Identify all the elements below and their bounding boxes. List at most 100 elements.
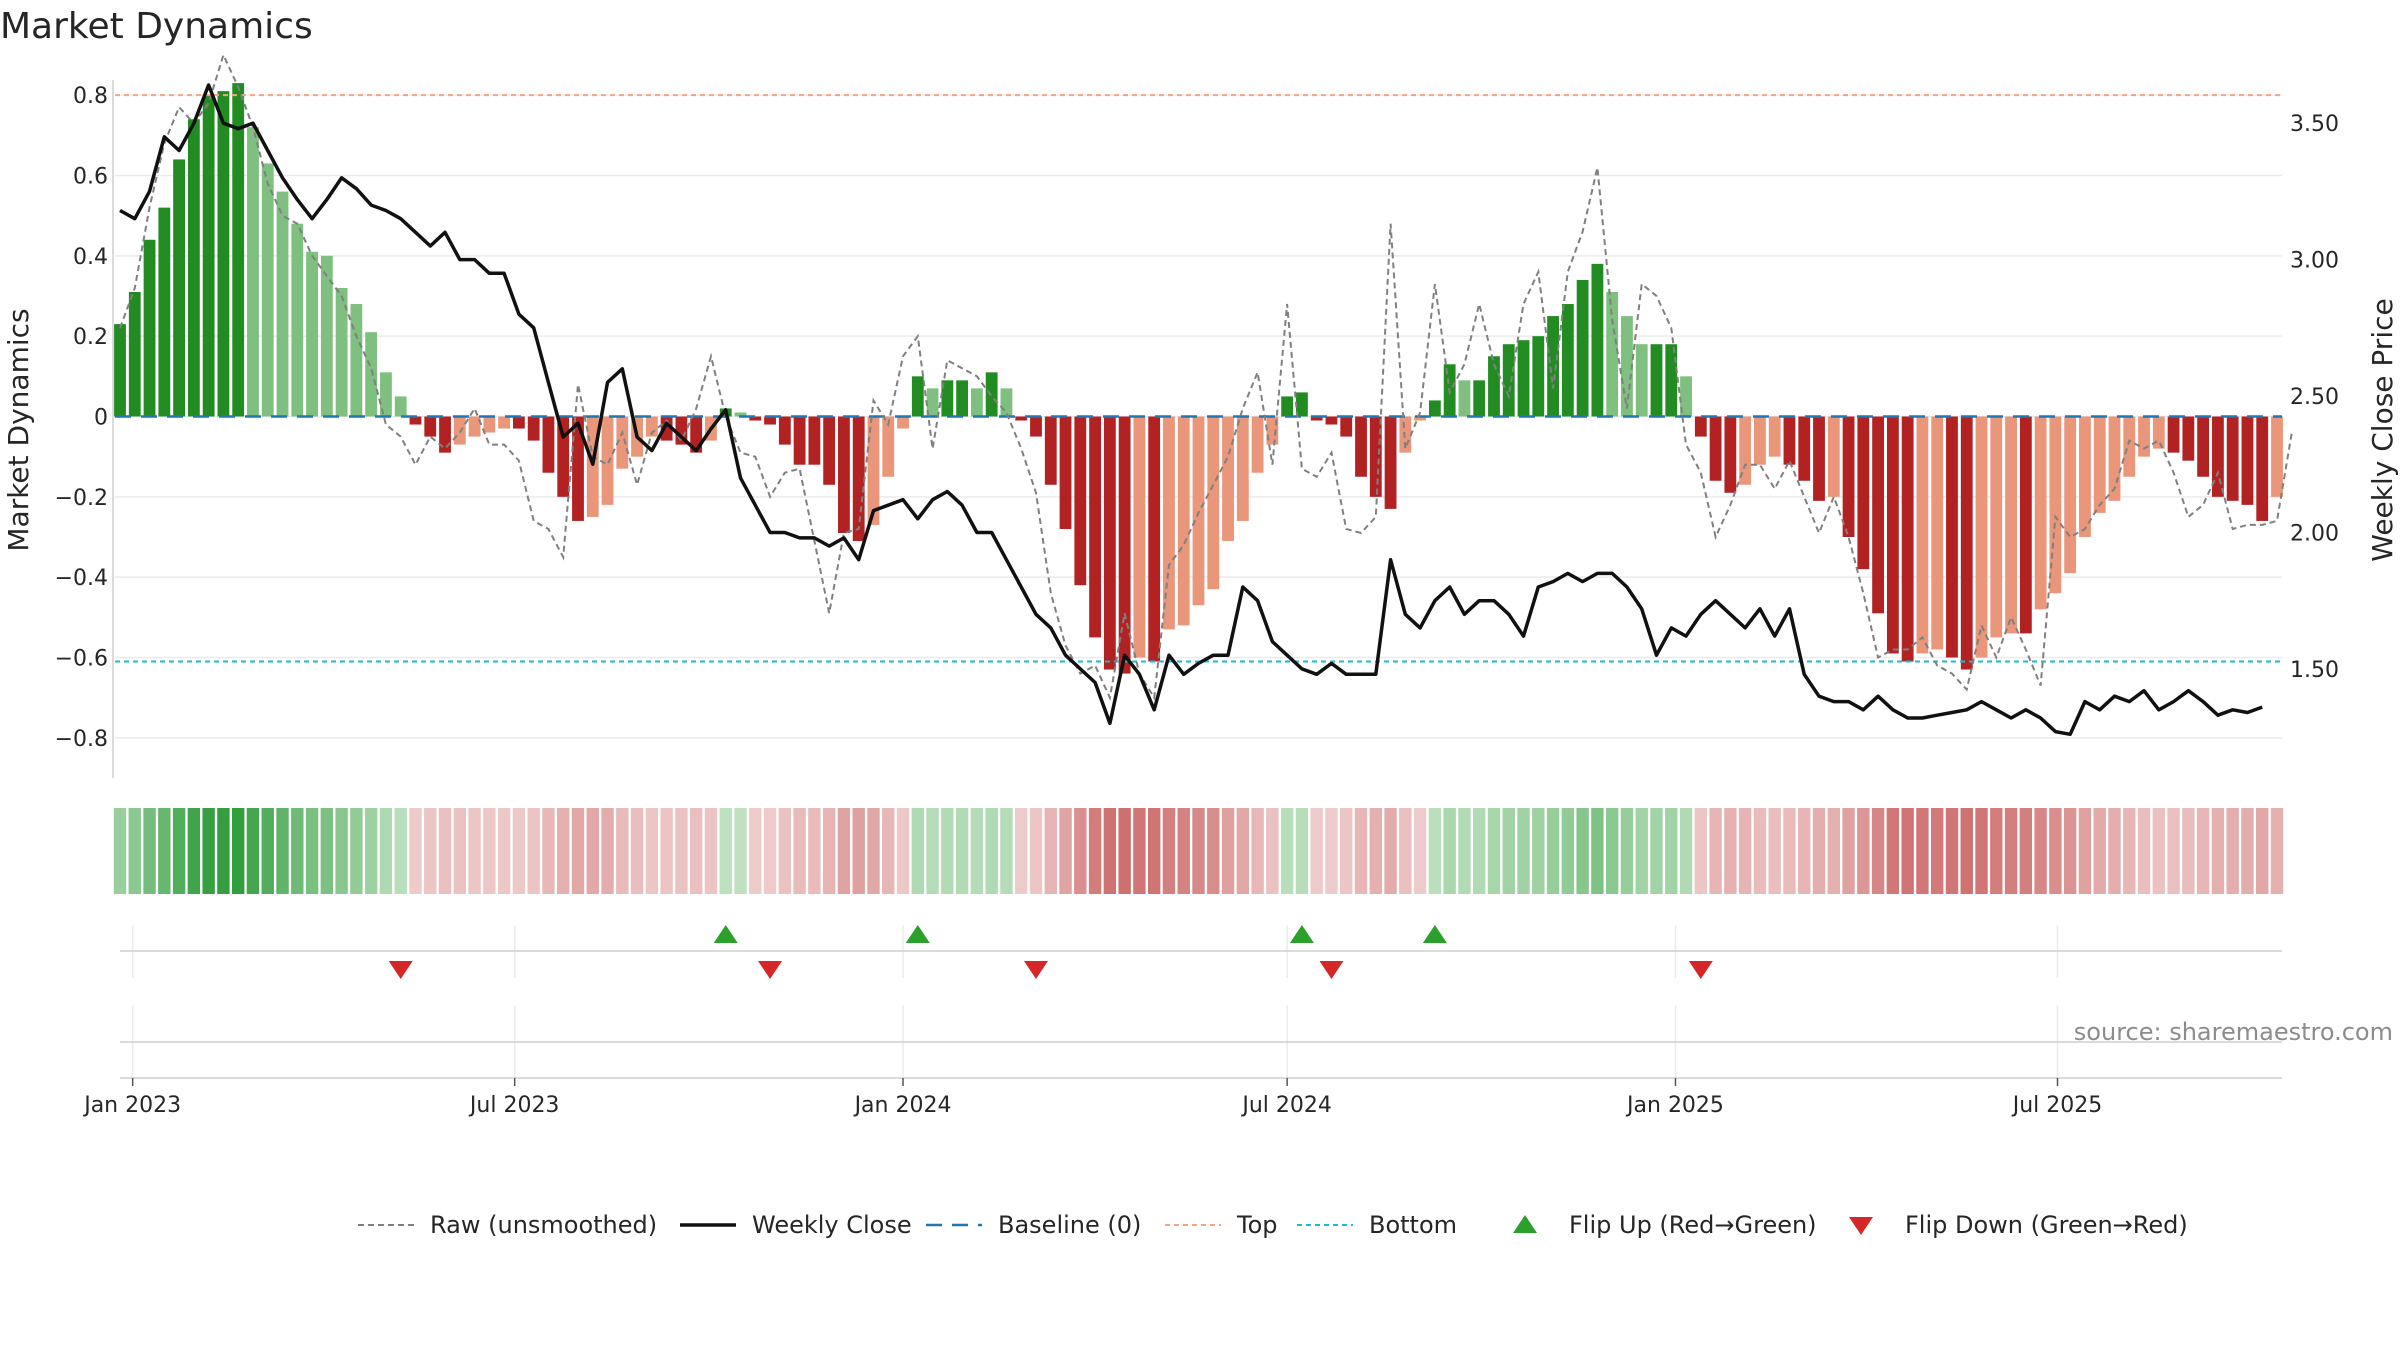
regime-cell (1901, 808, 1914, 894)
dynamics-bar (1340, 416, 1353, 437)
dynamics-bar (1680, 376, 1692, 417)
dynamics-bar (276, 191, 289, 417)
regime-cell (2093, 808, 2106, 894)
y2-axis-ticks: 3.50 3.00 2.50 2.00 1.50 (2290, 112, 2339, 683)
dynamics-bar (1207, 416, 1220, 590)
dynamics-bar (1369, 416, 1382, 497)
y-tick-label: 0.6 (73, 165, 108, 190)
y-tick-label: −0.2 (55, 486, 108, 511)
regime-cell (187, 808, 201, 894)
dynamics-bar (1990, 416, 2003, 638)
regime-cell (1635, 808, 1648, 894)
dynamics-bar (985, 372, 998, 417)
legend-label: Flip Up (Red→Green) (1569, 1211, 1817, 1239)
dynamics-bar (1946, 416, 1958, 658)
regime-cell (2078, 808, 2092, 894)
dynamics-bar (926, 388, 939, 417)
regime-cell (2137, 808, 2151, 894)
dynamics-bar (1473, 380, 1486, 417)
regime-cell (1354, 808, 1368, 894)
regime-cell (1576, 808, 1589, 894)
dynamics-bar (1355, 416, 1367, 477)
legend-swatch (1849, 1217, 1873, 1235)
regime-cell (158, 808, 171, 894)
dynamics-bar (261, 163, 274, 417)
dynamics-bar (1547, 316, 1559, 417)
regime-cell (1783, 808, 1796, 894)
y-tick-label: −0.8 (55, 727, 108, 752)
regime-cell (453, 808, 467, 894)
regime-cell (1753, 808, 1767, 894)
dynamics-bar (2034, 416, 2047, 610)
dynamics-bar (2079, 416, 2091, 537)
regime-cell (202, 808, 215, 894)
dynamics-bar (2005, 416, 2017, 634)
regime-cell (1162, 808, 1176, 894)
dynamics-bar (764, 416, 776, 425)
regime-cell (660, 808, 673, 894)
regime-cell (2108, 808, 2121, 894)
regime-cell (172, 808, 186, 894)
regime-cell (1694, 808, 1708, 894)
legend-item-flip-down: Flip Down (Green→Red) (1849, 1211, 2188, 1239)
y-tick-label: 0.4 (73, 245, 108, 270)
regime-cell (1857, 808, 1870, 894)
regime-cell (1871, 808, 1885, 894)
flip-up-marker (1289, 925, 1314, 943)
regime-cell (1000, 808, 1013, 894)
dynamics-bar (1266, 416, 1279, 445)
dynamics-bar (1236, 416, 1249, 521)
regime-cell (468, 808, 481, 894)
regime-cell (1798, 808, 1811, 894)
regime-cell (1221, 808, 1235, 894)
dynamics-bar (1177, 416, 1190, 626)
dynamics-bar (1458, 380, 1471, 417)
dynamics-bar (1886, 416, 1899, 654)
dynamics-bar (291, 223, 304, 417)
regime-cell (113, 808, 127, 894)
y-tick-label: −0.6 (55, 647, 108, 672)
dynamics-bar (173, 159, 186, 417)
regime-cell (1251, 808, 1264, 894)
dynamics-bar (2123, 416, 2136, 477)
regime-cell (911, 808, 924, 894)
dynamics-bar (1059, 416, 1072, 529)
regime-cell (1916, 808, 1929, 894)
legend-item-raw: Raw (unsmoothed) (358, 1211, 657, 1239)
dynamics-bar (409, 416, 422, 425)
dynamics-bar (2108, 416, 2121, 501)
dynamics-bar (1015, 416, 1028, 421)
bar-series (114, 83, 2283, 674)
flip-up-marker (1422, 925, 1447, 943)
dynamics-bar (1281, 396, 1294, 417)
legend-swatch (1513, 1215, 1537, 1233)
regime-cell (2167, 808, 2180, 894)
regime-cell (689, 808, 703, 894)
regime-cell (2211, 808, 2225, 894)
regime-cell (1620, 808, 1634, 894)
x-tick-label: Jul 2024 (1240, 1093, 1332, 1118)
dynamics-bar (823, 416, 836, 485)
dynamics-bar (1414, 416, 1427, 421)
regime-cell (1724, 808, 1737, 894)
dynamics-bar (512, 416, 525, 429)
regime-cell (734, 808, 747, 894)
dynamics-bar (616, 416, 629, 469)
dynamics-bar (557, 416, 570, 497)
dynamics-bar (601, 416, 614, 505)
regime-cell (217, 808, 230, 894)
legend-label: Raw (unsmoothed) (430, 1211, 657, 1239)
regime-cell (1561, 808, 1575, 894)
dynamics-bar (1296, 392, 1308, 417)
dynamics-bar (2093, 416, 2106, 513)
regime-cell (246, 808, 260, 894)
regime-cell (291, 808, 304, 894)
dynamics-bar (749, 416, 762, 421)
regime-cell (1458, 808, 1471, 894)
regime-cell (409, 808, 422, 894)
regime-cell (1177, 808, 1190, 894)
regime-cell (2196, 808, 2210, 894)
regime-cell (1443, 808, 1456, 894)
regime-cell (1502, 808, 1515, 894)
regime-cell (1029, 808, 1043, 894)
